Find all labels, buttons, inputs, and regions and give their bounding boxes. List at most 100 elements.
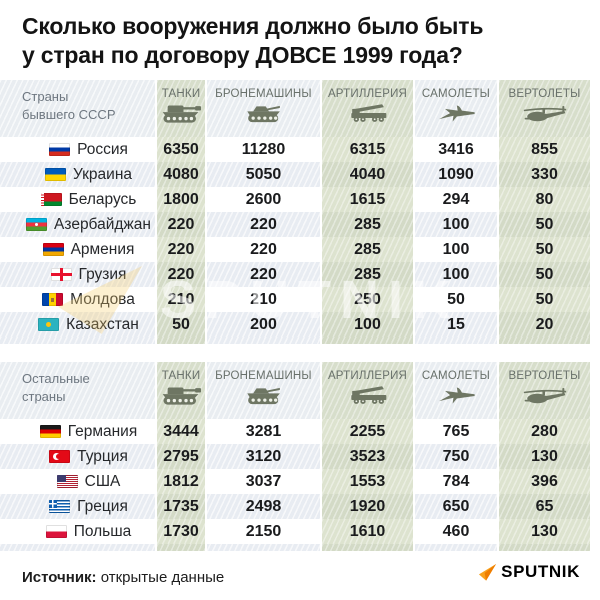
column-header: САМОЛЕТЫ <box>415 80 497 137</box>
value-cell: 220 <box>250 240 277 258</box>
table-section-ussr: Страны бывшего СССР ТАНКИ БРОНЕМАШИНЫ АРТИЛЛ… <box>0 80 592 344</box>
value-cell: 765 <box>442 422 470 440</box>
flag-icon <box>45 525 67 538</box>
tank-icon <box>159 103 203 123</box>
flag-icon <box>49 143 71 156</box>
table-row: Греция 1735 2498 1920 650 65 <box>0 494 592 519</box>
column-header-label: САМОЛЕТЫ <box>421 370 491 382</box>
table-row: Беларусь 1800 2600 1615 294 80 <box>0 187 592 212</box>
source-label: Источник: <box>22 569 97 586</box>
flag-icon <box>49 450 71 463</box>
value-cell: 50 <box>497 287 592 312</box>
column-header-label: САМОЛЕТЫ <box>421 88 491 100</box>
country-name: Германия <box>67 422 138 440</box>
country-cell: США <box>0 469 155 494</box>
section-bottom-strip <box>0 337 592 344</box>
country-cell: Украина <box>0 162 155 187</box>
helicopter-icon <box>521 103 569 125</box>
column-header-label: ВЕРТОЛЕТЫ <box>508 88 581 100</box>
value-cell: 4080 <box>155 162 207 187</box>
strip-cell <box>320 544 415 551</box>
value-cell: 2498 <box>245 497 282 515</box>
value-cell: 50 <box>447 290 465 308</box>
value-cell: 280 <box>497 419 592 444</box>
source-value: открытые данные <box>100 569 225 586</box>
section-label-line1: Страны <box>22 89 69 104</box>
strip-cell <box>0 544 155 551</box>
flag-icon <box>44 168 66 181</box>
value-cell: 1800 <box>155 187 207 212</box>
strip-cell <box>155 544 207 551</box>
column-header: ТАНКИ <box>155 80 207 137</box>
column-header: ВЕРТОЛЕТЫ <box>497 362 592 419</box>
value-cell: 750 <box>442 447 470 465</box>
table-row: Турция 2795 3120 3523 750 130 <box>0 444 592 469</box>
section-label: Остальные страны <box>0 362 155 419</box>
country-name: Украина <box>72 165 132 183</box>
strip-cell <box>207 544 320 551</box>
country-name: Польша <box>73 522 132 540</box>
value-cell: 285 <box>320 237 415 262</box>
flag-icon <box>49 500 71 513</box>
country-cell: Польша <box>0 519 155 544</box>
value-cell: 220 <box>250 265 277 283</box>
strip-cell <box>497 337 592 344</box>
value-cell: 2795 <box>155 444 207 469</box>
section-label-line2: бывшего СССР <box>22 106 116 122</box>
country-cell: Турция <box>0 444 155 469</box>
country-cell: Молдова <box>0 287 155 312</box>
section-label-line1: Остальные <box>22 371 90 386</box>
section-label-line2: страны <box>22 388 66 404</box>
country-name: Азербайджан <box>54 215 151 233</box>
column-header: БРОНЕМАШИНЫ <box>207 362 320 419</box>
helicopter-icon <box>521 385 569 407</box>
value-cell: 3120 <box>245 447 282 465</box>
strip-cell <box>320 337 415 344</box>
column-header: АРТИЛЛЕРИЯ <box>320 362 415 419</box>
table-row: Армения 220 220 285 100 50 <box>0 237 592 262</box>
value-cell: 1553 <box>320 469 415 494</box>
apc-icon <box>242 103 286 123</box>
value-cell: 65 <box>497 494 592 519</box>
table-row: Грузия 220 220 285 100 50 <box>0 262 592 287</box>
column-header-label: АРТИЛЛЕРИЯ <box>327 370 408 382</box>
value-cell: 2150 <box>245 522 282 540</box>
value-cell: 50 <box>497 237 592 262</box>
country-cell: Армения <box>0 237 155 262</box>
country-cell: Казахстан <box>0 312 155 337</box>
country-cell: Греция <box>0 494 155 519</box>
value-cell: 50 <box>497 262 592 287</box>
page-title-line2: у стран по договору ДОВСЕ 1999 года? <box>22 41 463 68</box>
page-title-line1: Сколько вооружения должно было быть <box>22 13 484 39</box>
strip-cell <box>497 544 592 551</box>
source-note: Источник: открытые данные <box>22 569 224 586</box>
value-cell: 130 <box>497 444 592 469</box>
value-cell: 6315 <box>320 137 415 162</box>
country-cell: Россия <box>0 137 155 162</box>
value-cell: 285 <box>320 212 415 237</box>
value-cell: 1615 <box>320 187 415 212</box>
value-cell: 220 <box>250 215 277 233</box>
column-header: ТАНКИ <box>155 362 207 419</box>
value-cell: 100 <box>442 240 470 258</box>
country-name: Турция <box>77 447 128 465</box>
table-row: Польша 1730 2150 1610 460 130 <box>0 519 592 544</box>
country-cell: Германия <box>0 419 155 444</box>
value-cell: 1735 <box>155 494 207 519</box>
page-title: Сколько вооружения должно было быть у ст… <box>22 12 582 70</box>
value-cell: 784 <box>442 472 470 490</box>
apc-icon <box>242 385 286 405</box>
value-cell: 11280 <box>241 140 286 158</box>
flag-icon <box>40 193 62 206</box>
table-row: Молдова 210 210 250 50 50 <box>0 287 592 312</box>
value-cell: 3523 <box>320 444 415 469</box>
flag-icon <box>39 425 61 438</box>
value-cell: 3037 <box>245 472 282 490</box>
table-section-others: Остальные страны ТАНКИ БРОНЕМАШИНЫ АРТИЛЛЕРИ… <box>0 362 592 551</box>
column-header: БРОНЕМАШИНЫ <box>207 80 320 137</box>
country-name: Казахстан <box>66 315 139 333</box>
value-cell: 200 <box>250 315 277 333</box>
column-header-label: БРОНЕМАШИНЫ <box>215 370 312 382</box>
value-cell: 294 <box>442 190 470 208</box>
flag-icon <box>26 218 48 231</box>
